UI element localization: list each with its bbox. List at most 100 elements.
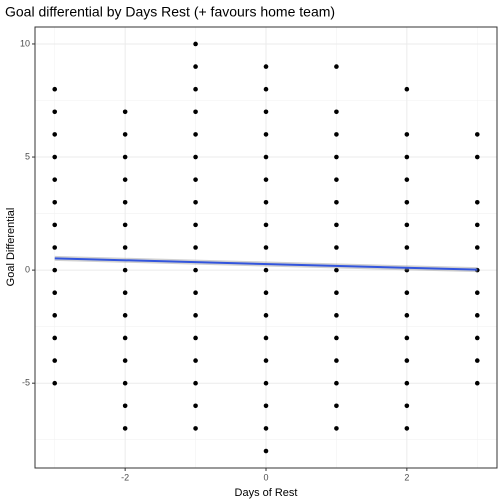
point	[263, 154, 269, 160]
point	[263, 290, 269, 296]
point	[474, 245, 480, 250]
point	[334, 132, 339, 137]
point	[52, 177, 58, 182]
point	[334, 380, 339, 386]
point	[404, 426, 410, 431]
point	[122, 313, 128, 318]
point	[122, 426, 128, 431]
point	[334, 403, 339, 409]
y-tick-label: -5	[22, 378, 30, 388]
point	[52, 199, 58, 205]
point	[122, 267, 128, 273]
point	[474, 132, 480, 137]
point	[122, 245, 128, 250]
point	[193, 290, 198, 296]
point	[52, 132, 58, 137]
point	[52, 380, 58, 386]
point	[404, 245, 410, 250]
point	[263, 426, 269, 431]
fit-line	[54, 257, 478, 271]
point	[193, 154, 198, 160]
x-axis-label: Days of Rest	[235, 487, 298, 499]
point	[474, 380, 480, 386]
point	[334, 290, 339, 296]
point	[474, 154, 480, 160]
point	[193, 245, 198, 250]
panel-border	[34, 26, 498, 469]
point	[193, 199, 198, 205]
point	[193, 177, 198, 182]
point	[122, 154, 128, 160]
point	[334, 64, 339, 69]
point	[404, 86, 410, 92]
point	[193, 403, 198, 409]
point	[122, 109, 128, 115]
point	[404, 132, 410, 137]
point	[122, 403, 128, 409]
point	[334, 335, 339, 341]
point	[52, 335, 58, 341]
x-tick-label: 2	[404, 472, 409, 482]
point	[122, 177, 128, 182]
point	[52, 222, 58, 228]
point	[474, 313, 480, 318]
point	[52, 86, 58, 92]
point	[404, 335, 410, 341]
point	[263, 64, 269, 69]
point	[334, 154, 339, 160]
point	[404, 199, 410, 205]
point	[263, 403, 269, 409]
point	[263, 245, 269, 250]
point	[404, 313, 410, 318]
point	[193, 380, 198, 386]
y-tick-label: 10	[20, 38, 30, 48]
point	[52, 358, 58, 363]
point	[193, 41, 198, 47]
point	[263, 109, 269, 115]
point	[52, 245, 58, 250]
point	[122, 222, 128, 228]
point	[474, 335, 480, 341]
point	[263, 132, 269, 137]
point	[263, 267, 269, 273]
y-tick-label: 0	[25, 264, 30, 274]
point	[334, 177, 339, 182]
point	[404, 154, 410, 160]
point	[474, 222, 480, 228]
point	[263, 199, 269, 205]
x-tick-label: -2	[121, 472, 129, 482]
point	[263, 335, 269, 341]
point	[334, 267, 339, 273]
point	[263, 448, 269, 454]
point	[122, 199, 128, 205]
point	[193, 109, 198, 115]
point	[122, 358, 128, 363]
point	[404, 358, 410, 363]
point	[334, 109, 339, 115]
point	[404, 222, 410, 228]
point	[404, 177, 410, 182]
point	[263, 222, 269, 228]
point	[193, 222, 198, 228]
point	[52, 267, 58, 273]
point	[263, 177, 269, 182]
point	[52, 290, 58, 296]
point	[474, 199, 480, 205]
point	[122, 380, 128, 386]
point	[334, 313, 339, 318]
point	[193, 64, 198, 69]
point	[263, 358, 269, 363]
point	[263, 313, 269, 318]
point	[474, 358, 480, 363]
point	[263, 86, 269, 92]
point	[193, 426, 198, 431]
point	[474, 290, 480, 296]
point	[122, 132, 128, 137]
point	[263, 380, 269, 386]
point	[334, 358, 339, 363]
point	[193, 313, 198, 318]
point	[122, 290, 128, 296]
y-axis-label: Goal Differential	[5, 208, 17, 287]
point	[404, 267, 410, 273]
